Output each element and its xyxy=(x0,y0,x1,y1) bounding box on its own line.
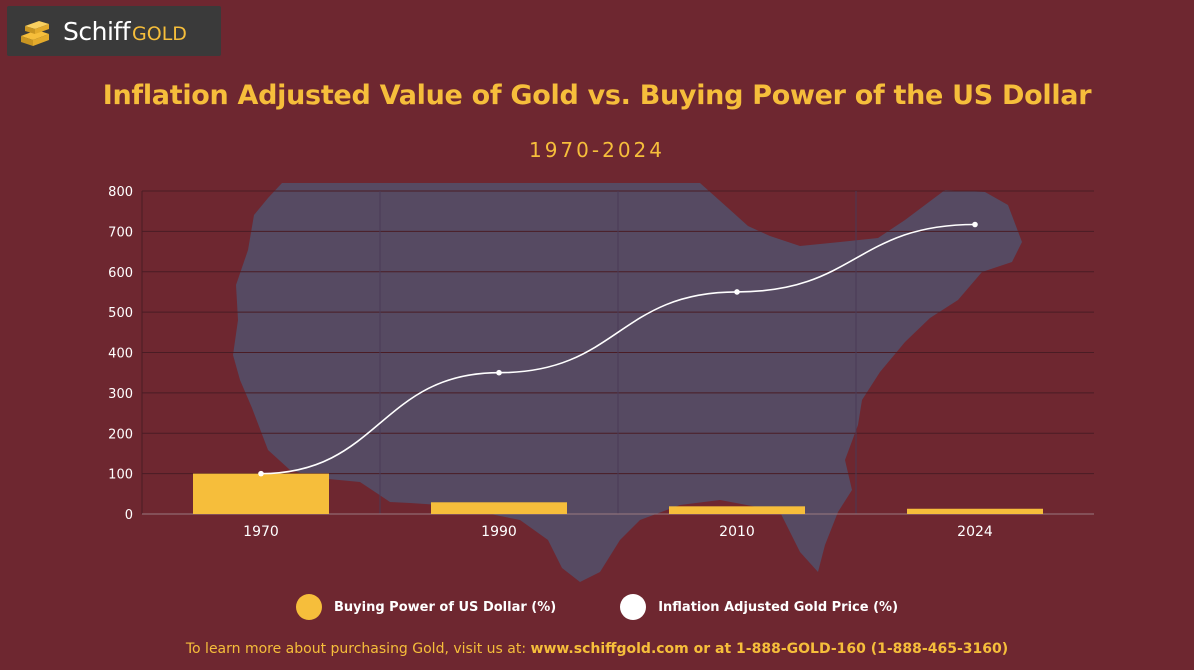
point-1970 xyxy=(258,470,264,477)
x-axis: 1970 1990 2010 2024 xyxy=(243,524,993,540)
logo-wordmark: Schiff GOLD xyxy=(63,17,187,46)
y-tick-label: 400 xyxy=(108,347,133,362)
y-tick-label: 700 xyxy=(108,225,133,240)
footer-lead: To learn more about purchasing Gold, vis… xyxy=(185,641,531,657)
y-tick-label: 100 xyxy=(108,468,133,483)
logo-accent: GOLD xyxy=(132,22,187,45)
point-2010 xyxy=(734,289,740,295)
x-tick-label: 1970 xyxy=(243,524,279,540)
legend-label: Inflation Adjusted Gold Price (%) xyxy=(658,599,899,615)
bar-1970 xyxy=(193,473,329,514)
x-tick-label: 1990 xyxy=(481,524,517,540)
logo-main: Schiff xyxy=(63,16,131,46)
y-tick-label: 600 xyxy=(108,266,133,281)
gold-price-points xyxy=(258,221,978,477)
y-tick-label: 800 xyxy=(108,185,133,200)
bar-series xyxy=(193,473,1043,514)
chart-subtitle: 1970-2024 xyxy=(528,138,665,162)
legend-swatch xyxy=(620,594,647,620)
x-tick-label: 2010 xyxy=(719,524,755,540)
legend: Buying Power of US Dollar (%) Inflation … xyxy=(0,594,1194,620)
gold-bars-icon xyxy=(7,6,63,56)
y-tick-label: 200 xyxy=(108,427,133,442)
bar-1990 xyxy=(431,502,567,514)
schiffgold-logo: Schiff GOLD xyxy=(7,6,221,56)
y-axis: 0 100 200 300 400 500 600 700 800 xyxy=(108,185,133,523)
footer: To learn more about purchasing Gold, vis… xyxy=(0,641,1194,657)
chart-title: Inflation Adjusted Value of Gold vs. Buy… xyxy=(102,80,1092,111)
legend-swatch xyxy=(295,594,322,620)
point-2024 xyxy=(972,221,978,228)
us-map-silhouette xyxy=(233,183,1022,582)
y-tick-label: 500 xyxy=(108,306,133,321)
bar-2010 xyxy=(669,506,805,514)
legend-item-buying-power: Buying Power of US Dollar (%) xyxy=(295,594,557,620)
y-tick-label: 0 xyxy=(125,508,133,523)
bar-2024 xyxy=(907,508,1043,514)
legend-label: Buying Power of US Dollar (%) xyxy=(333,599,557,615)
y-tick-label: 300 xyxy=(108,387,133,402)
gold-price-line xyxy=(260,223,976,475)
x-tick-label: 2024 xyxy=(957,524,993,540)
footer-contact: www.schiffgold.com or at 1-888-GOLD-160 … xyxy=(530,641,1009,657)
point-1990 xyxy=(496,369,502,376)
legend-item-gold-price: Inflation Adjusted Gold Price (%) xyxy=(620,594,898,620)
